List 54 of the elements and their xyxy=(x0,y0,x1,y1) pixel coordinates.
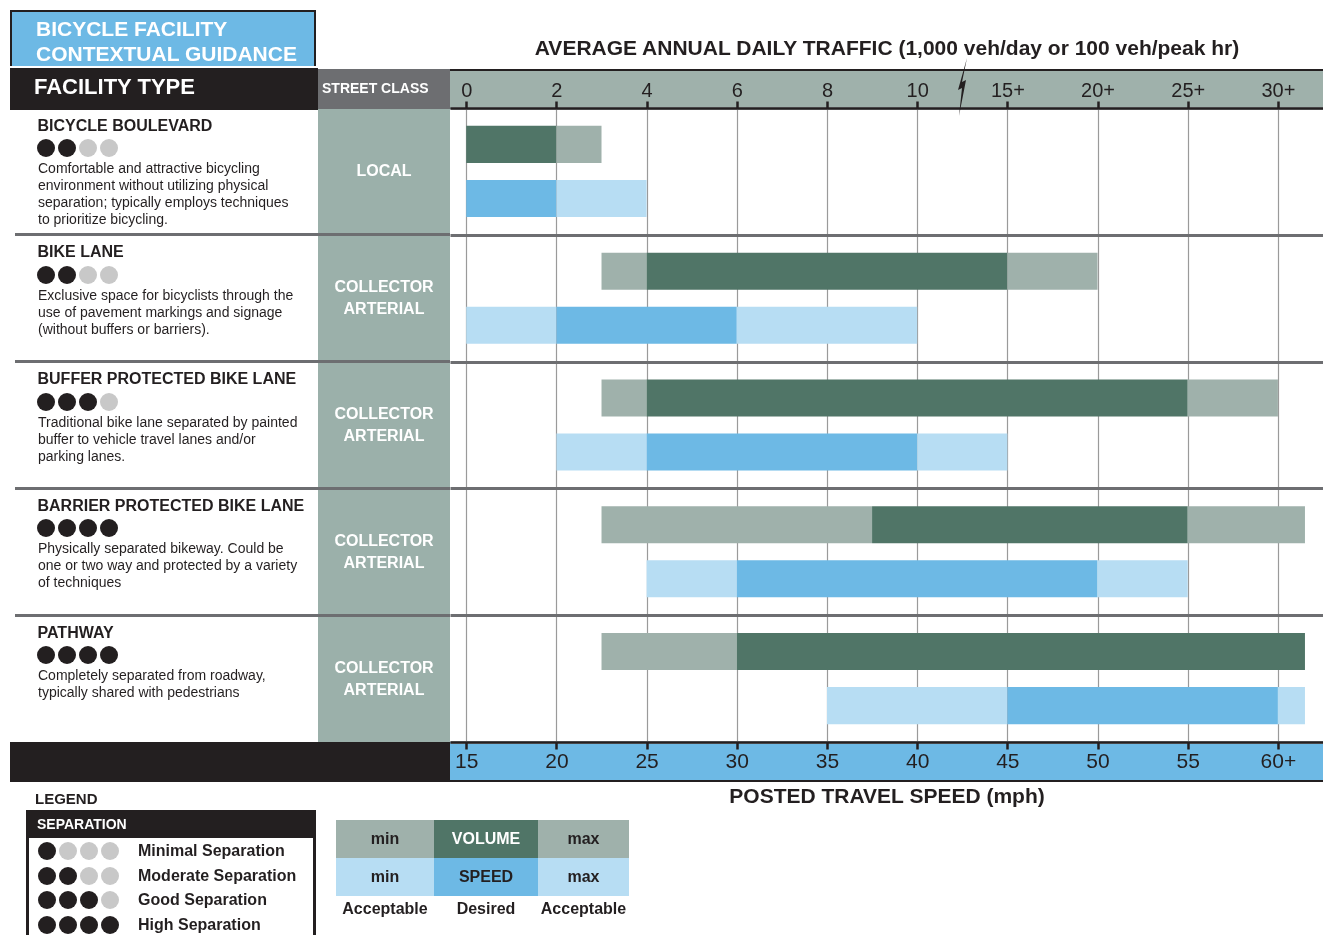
x-tick-label: 20 xyxy=(545,748,569,772)
x-tick-label: 45 xyxy=(996,748,1020,772)
text: VOLUME xyxy=(434,820,538,858)
text: COLLECTOR ARTERIAL xyxy=(333,404,435,446)
x-tick-label: 25 xyxy=(635,748,659,772)
y-tick-label: BIKE LANE xyxy=(37,243,125,261)
x-tick-label: 30 xyxy=(725,748,749,772)
x2-tick-label: 15+ xyxy=(990,78,1025,101)
text: Good Separation xyxy=(138,891,267,909)
x-tick-label: 60+ xyxy=(1260,748,1297,772)
x-tick-label: 35 xyxy=(815,748,840,772)
text: Completely separated from roadway, typically shared with pedestrians xyxy=(38,667,267,702)
x-tick-label: 50 xyxy=(1086,748,1110,772)
x-axis-title: POSTED TRAVEL SPEED (mph) xyxy=(729,783,1045,807)
x2-tick-label: 4 xyxy=(641,78,653,101)
x2-tick-label: 2 xyxy=(551,78,563,101)
y-tick-label: BICYCLE BOULEVARD xyxy=(37,116,213,134)
y-tick-label: BUFFER PROTECTED BIKE LANE xyxy=(37,370,297,388)
text: Moderate Separation xyxy=(138,866,297,885)
text: min xyxy=(336,858,434,896)
text: LOCAL xyxy=(355,161,413,182)
text: Acceptable xyxy=(341,900,429,918)
x2-tick-label: 30+ xyxy=(1261,78,1296,101)
text: Physically separated bikeway. Could be one or two way and protected by a variety of techniques xyxy=(38,540,299,592)
x-tick-label: 15 xyxy=(455,748,479,772)
y-axis-title: FACILITY TYPE xyxy=(34,74,195,100)
x-tick-label: 40 xyxy=(905,748,930,772)
x2-tick-label: 25+ xyxy=(1171,78,1206,101)
text: High Separation xyxy=(138,915,261,934)
text: Traditional bike lane separated by painted buffer to vehicle travel lanes and/or parking lanes. xyxy=(38,413,299,465)
text: min xyxy=(336,820,434,858)
text: STREET CLASS xyxy=(322,80,429,96)
text: Comfortable and attractive bicycling environment without utilizing physical separation; typically employs techniques to prioritize bicycling. xyxy=(38,160,290,228)
x2-axis-title: AVERAGE ANNUAL DAILY TRAFFIC (1,000 veh/day or 100 veh/peak hr) xyxy=(534,35,1240,59)
text: max xyxy=(538,858,629,896)
text: Acceptable xyxy=(539,900,628,918)
y-tick-label: BARRIER PROTECTED BIKE LANE xyxy=(37,496,305,514)
x2-tick-label: 8 xyxy=(821,78,834,101)
x2-tick-label: 6 xyxy=(731,78,743,101)
text: Exclusive space for bicyclists through the use of pavement markings and signage (without buffers or barriers). xyxy=(38,286,295,338)
text: Desired xyxy=(456,900,516,917)
text: COLLECTOR ARTERIAL xyxy=(333,657,435,700)
text: SPEED xyxy=(434,858,538,896)
text: COLLECTOR ARTERIAL xyxy=(333,530,435,573)
x2-tick-label: 10 xyxy=(906,78,929,101)
x2-tick-label: 20+ xyxy=(1081,78,1115,101)
text: Minimal Separation xyxy=(138,842,285,860)
text: COLLECTOR ARTERIAL xyxy=(333,277,435,320)
text: SEPARATION xyxy=(26,810,316,838)
y-tick-label: PATHWAY xyxy=(37,623,114,641)
x-tick-label: 55 xyxy=(1176,748,1200,772)
text: max xyxy=(538,820,629,858)
text: LEGEND xyxy=(35,790,98,807)
x2-tick-label: 0 xyxy=(461,78,473,101)
